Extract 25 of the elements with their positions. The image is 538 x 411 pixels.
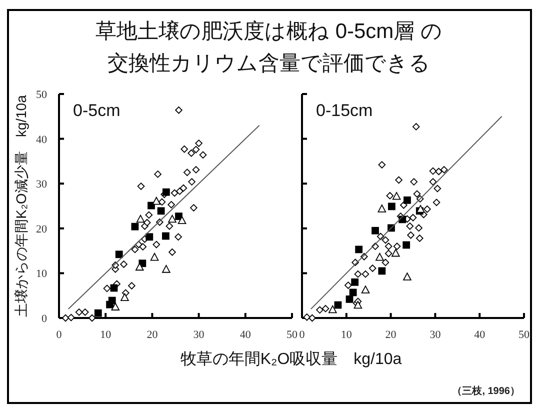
y-axis-title: 土壌からの年間K₂O減少量 kg/10a (13, 94, 29, 317)
x-tick-label: 20 (385, 329, 397, 341)
annotation: 0-15cm (316, 101, 373, 120)
x-tick-label: 10 (100, 329, 112, 341)
x-tick-label: 0 (56, 329, 62, 341)
y-tick-label: 40 (36, 134, 48, 146)
x-tick-label: 0 (299, 329, 306, 341)
x-tick-label: 50 (286, 329, 298, 341)
y-tick-label: 10 (36, 268, 48, 280)
annotation: 0-5cm (73, 101, 120, 120)
x-tick-label: 30 (193, 329, 205, 341)
chart-subtitle: 交換性カリウム含量で評価できる (108, 52, 430, 75)
x-tick-label: 10 (340, 329, 352, 341)
text: （三枝, 1996） (452, 385, 520, 397)
y-tick-label: 0 (42, 313, 48, 325)
x-tick-label: 50 (518, 329, 530, 341)
y-tick-label: 50 (36, 89, 48, 101)
x-tick-label: 30 (430, 329, 442, 341)
y-tick-label: 20 (36, 223, 48, 236)
x-axis-title: 牧草の年間K₂O吸収量 kg/10a (180, 350, 402, 368)
x-tick-label: 20 (146, 329, 158, 341)
y-tick-label: 30 (36, 178, 48, 191)
x-tick-label: 40 (240, 329, 252, 341)
x-tick-label: 40 (474, 329, 486, 341)
chart-title: 草地土壌の肥沃度は概ね 0-5cm層 の (95, 20, 443, 43)
